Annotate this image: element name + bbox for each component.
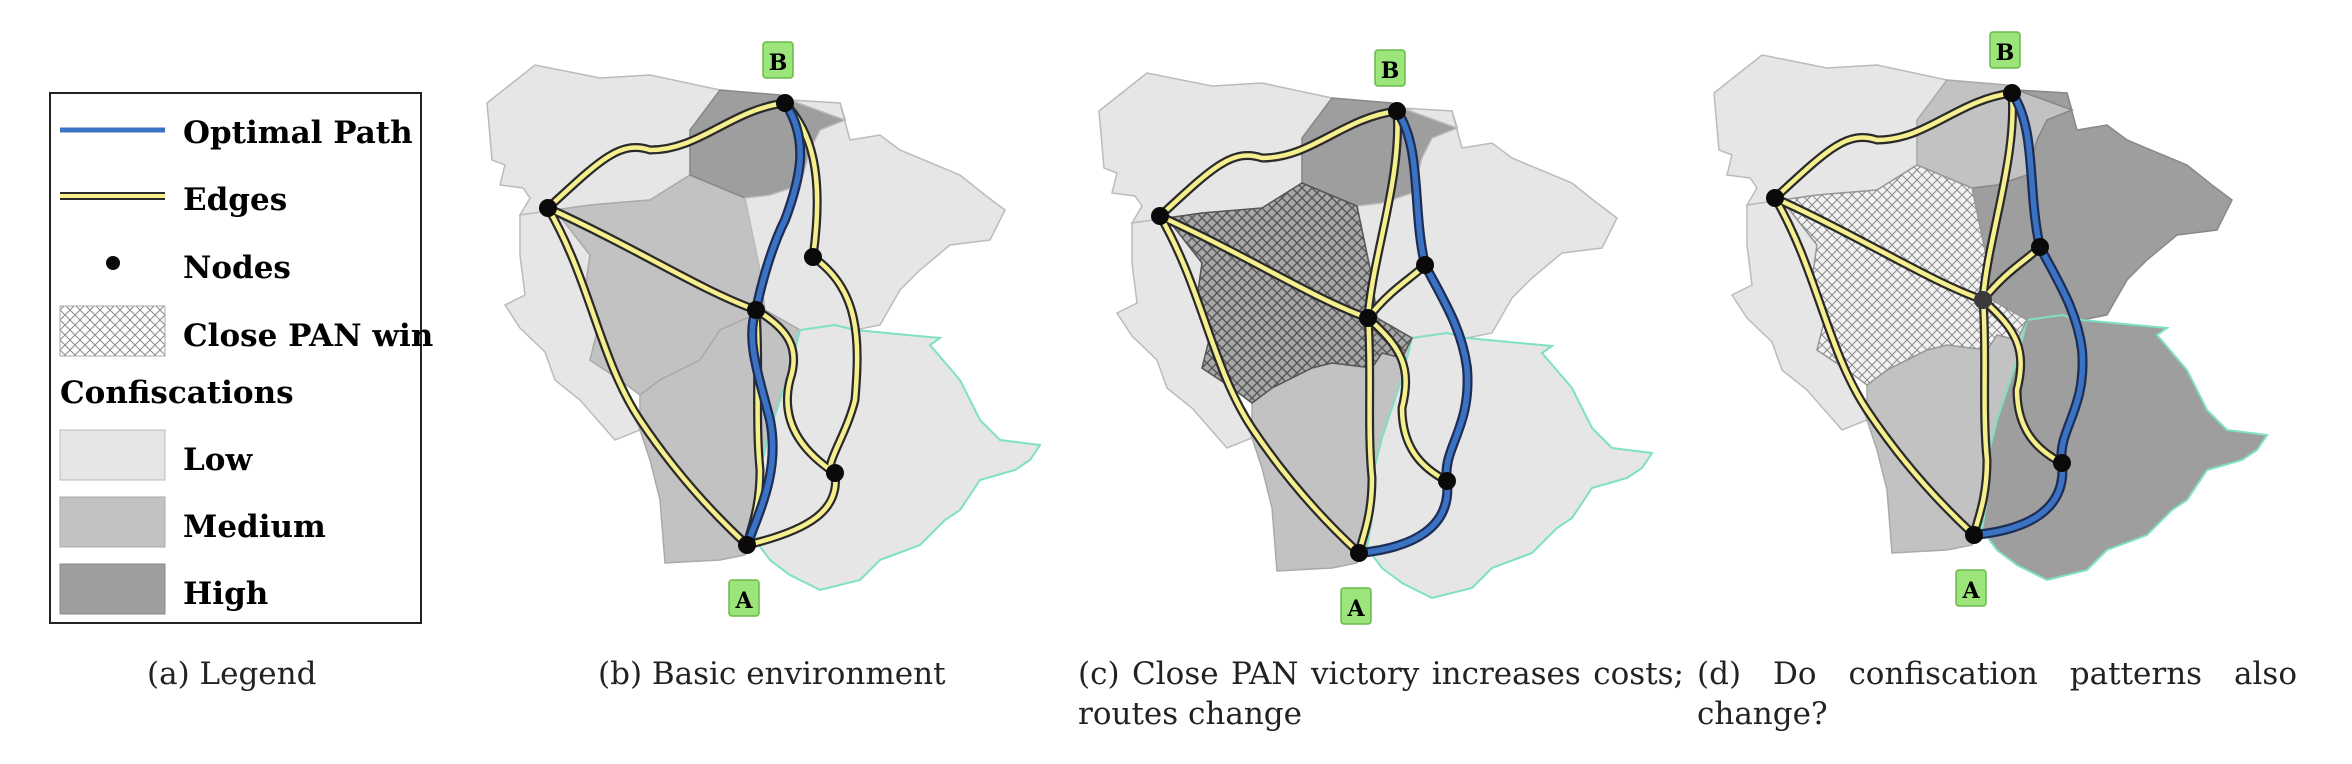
caption-a: (a) Legend	[147, 656, 317, 692]
node-b	[776, 94, 794, 112]
node-a	[738, 536, 756, 554]
svg-text:B: B	[1381, 58, 1400, 84]
node-a	[1965, 526, 1983, 544]
legend-nodes-label: Nodes	[183, 250, 291, 286]
network-nodes	[1766, 84, 2071, 544]
legend-high-swatch	[59, 563, 166, 615]
node-label-a: A	[1955, 569, 1987, 607]
node-west	[539, 199, 557, 217]
caption-c: (c) Close PAN victory increases costs; r…	[1078, 656, 1684, 732]
optimal-path	[1969, 88, 2088, 540]
node-center	[1359, 309, 1377, 327]
legend-low-swatch	[59, 429, 166, 481]
node-southeast	[2053, 454, 2071, 472]
node-label-b: B	[1374, 49, 1406, 87]
svg-text:B: B	[769, 50, 788, 76]
svg-text:A: A	[1346, 596, 1365, 622]
svg-text:B: B	[1996, 40, 2015, 66]
map-panel-b: B A	[486, 41, 1042, 617]
legend-optimal-path-label: Optimal Path	[183, 115, 413, 151]
map-panel-c: B A	[1098, 49, 1654, 625]
optimal-path	[1354, 106, 1473, 558]
network-nodes	[1151, 102, 1456, 562]
node-label-a: A	[728, 579, 760, 617]
node-southeast	[826, 464, 844, 482]
node-center	[747, 301, 765, 319]
node-label-b: B	[762, 41, 794, 79]
node-west	[1766, 189, 1784, 207]
node-east	[1416, 256, 1434, 274]
legend-medium-swatch	[59, 496, 166, 548]
node-label-b: B	[1989, 31, 2021, 69]
legend-low-label: Low	[183, 442, 253, 478]
legend-nodes-swatch	[106, 256, 120, 270]
node-east	[804, 248, 822, 266]
node-east	[2031, 238, 2049, 256]
legend-high-label: High	[183, 576, 268, 612]
node-west	[1151, 207, 1169, 225]
svg-text:A: A	[734, 588, 753, 614]
legend-edges-label: Edges	[183, 182, 287, 218]
network-nodes	[539, 94, 844, 554]
legend-panel: Optimal Path Edges Nodes Close PAN win C…	[49, 92, 433, 624]
legend-confiscations-heading: Confiscations	[60, 375, 294, 411]
svg-text:A: A	[1961, 578, 1980, 604]
node-b	[1388, 102, 1406, 120]
legend-close-pan-win-swatch	[59, 305, 166, 357]
node-label-a: A	[1340, 587, 1372, 625]
region-southeast-low	[1365, 331, 1654, 600]
caption-b: (b) Basic environment	[598, 656, 946, 692]
legend-medium-label: Medium	[183, 509, 326, 545]
node-southeast	[1438, 472, 1456, 490]
region-southeast-high	[1980, 313, 2269, 582]
node-a	[1350, 544, 1368, 562]
map-panel-d: B A	[1713, 31, 2269, 607]
legend-close-pan-win-label: Close PAN win	[183, 318, 433, 354]
node-b	[2003, 84, 2021, 102]
caption-d: (d) Do confiscation patterns also change…	[1697, 656, 2297, 732]
node-center	[1974, 291, 1992, 309]
